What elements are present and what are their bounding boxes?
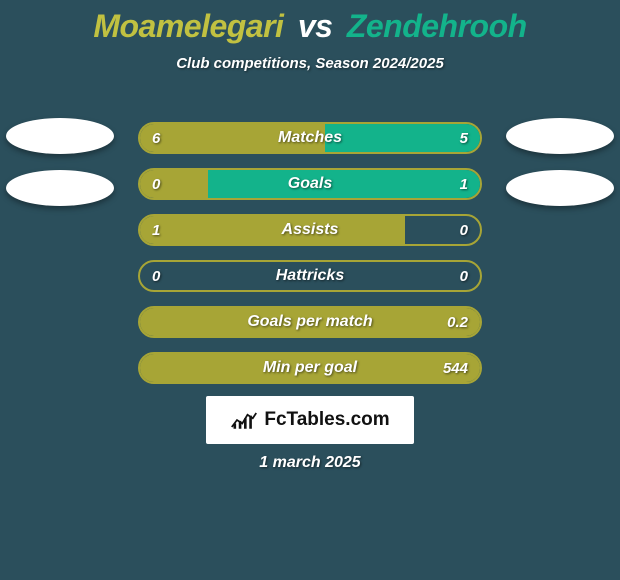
brand-text: FcTables.com (264, 409, 389, 431)
player1-avatar-top (6, 118, 114, 154)
stat-value-right: 1 (460, 170, 468, 198)
stat-row: 0Hattricks0 (138, 260, 482, 292)
date-text: 1 march 2025 (0, 454, 620, 472)
player2-avatar-top (506, 118, 614, 154)
stat-value-right: 544 (443, 354, 468, 382)
stat-label: Goals per match (140, 308, 480, 336)
player1-avatar-bottom (6, 170, 114, 206)
brand-chart-icon (230, 409, 258, 431)
stat-label: Matches (140, 124, 480, 152)
player1-name: Moamelegari (93, 8, 283, 44)
subtitle: Club competitions, Season 2024/2025 (0, 55, 620, 72)
stat-label: Assists (140, 216, 480, 244)
stat-row: Min per goal544 (138, 352, 482, 384)
stat-row: 0Goals1 (138, 168, 482, 200)
stat-label: Goals (140, 170, 480, 198)
stat-value-right: 5 (460, 124, 468, 152)
stat-value-right: 0 (460, 216, 468, 244)
stat-value-right: 0 (460, 262, 468, 290)
comparison-title: Moamelegari vs Zendehrooh (0, 0, 620, 45)
player2-avatar-bottom (506, 170, 614, 206)
stat-row: Goals per match0.2 (138, 306, 482, 338)
stat-value-right: 0.2 (447, 308, 468, 336)
stat-row: 6Matches5 (138, 122, 482, 154)
stats-rows: 6Matches50Goals11Assists00Hattricks0Goal… (138, 122, 482, 398)
player2-name: Zendehrooh (347, 8, 527, 44)
stat-row: 1Assists0 (138, 214, 482, 246)
stat-label: Hattricks (140, 262, 480, 290)
brand-badge: FcTables.com (206, 396, 414, 444)
stat-label: Min per goal (140, 354, 480, 382)
vs-text: vs (298, 8, 333, 44)
